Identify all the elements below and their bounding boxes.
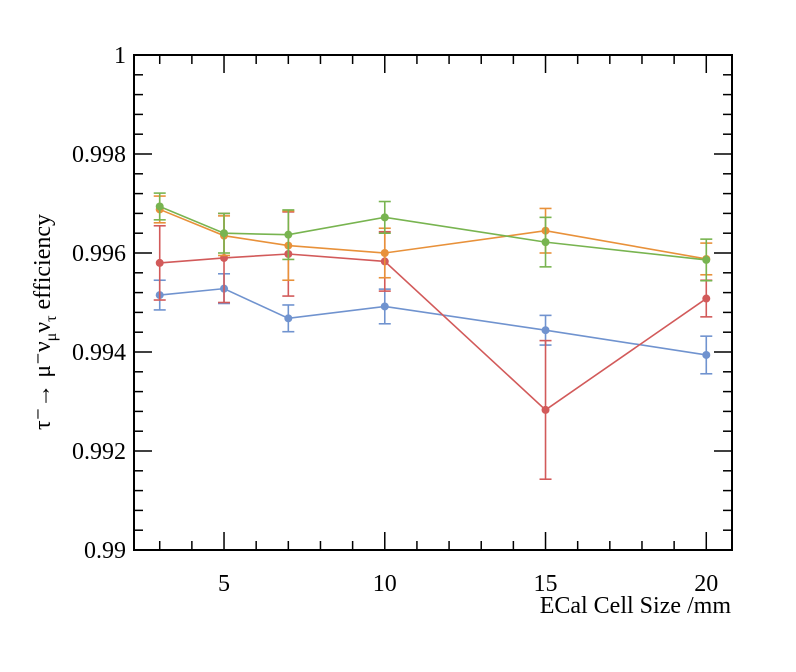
y-axis-label-tail: efficiency (30, 214, 56, 316)
series-line (159, 205, 707, 261)
data-point (155, 258, 164, 267)
y-axis-label-sub2: τ (43, 315, 60, 322)
data-point (284, 230, 293, 239)
data-point (541, 405, 550, 414)
y-tick-label: 0.996 (72, 241, 126, 267)
data-point (702, 255, 711, 264)
plot-frame (133, 54, 733, 551)
series-2 (153, 195, 713, 282)
y-tick-label: 0.994 (72, 340, 126, 366)
y-axis-label-mid: ν (30, 322, 56, 333)
data-point (702, 350, 711, 359)
series-line (159, 208, 707, 260)
data-point (380, 213, 389, 222)
data-point (220, 229, 229, 238)
y-tick-label: 1 (114, 43, 126, 69)
data-point (380, 249, 389, 257)
series-3 (153, 192, 713, 282)
y-tick-label: 0.998 (72, 142, 126, 168)
series-line (159, 253, 707, 411)
data-point (284, 314, 293, 323)
data-point (155, 202, 164, 211)
tick-labels: 5 10 15 20 0.99 0.992 0.994 0.996 0.998 1 (72, 43, 718, 597)
x-tick-label: 15 (534, 571, 558, 597)
x-axis-label: ECal Cell Size /mm (540, 593, 732, 619)
axis-ticks (134, 54, 732, 551)
data-point (541, 326, 550, 335)
x-tick-label: 20 (694, 571, 718, 597)
y-axis-label-sub1: μ (43, 333, 60, 342)
y-axis-label-main: τ⁻→ μ⁻ν (30, 341, 56, 430)
x-tick-label: 5 (218, 571, 230, 597)
data-point (380, 302, 389, 311)
data-point (702, 294, 711, 303)
data-point (541, 238, 550, 247)
series-0 (153, 272, 713, 375)
series-layer (153, 192, 713, 481)
x-tick-label: 10 (373, 571, 397, 597)
y-tick-label: 0.992 (72, 439, 126, 465)
y-tick-label: 0.99 (84, 538, 126, 564)
series-line (159, 287, 707, 356)
y-axis-label: τ⁻→ μ⁻νμντ efficiency (30, 214, 60, 430)
